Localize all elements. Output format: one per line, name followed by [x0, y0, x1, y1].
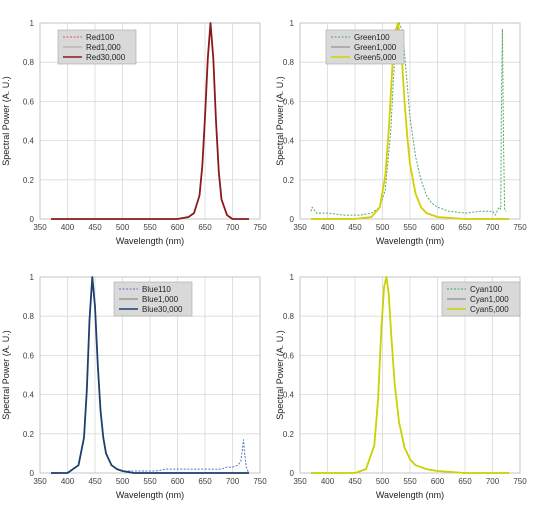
y-tick-label: 0.2 [283, 176, 295, 185]
legend-label: Blue30,000 [142, 305, 183, 314]
x-tick-label: 550 [143, 477, 157, 486]
y-tick-label: 0 [290, 469, 295, 478]
y-axis-label: Spectral Power (A. U.) [275, 330, 285, 420]
y-tick-label: 0.8 [283, 58, 295, 67]
x-tick-label: 450 [348, 477, 362, 486]
plot-frame [299, 276, 521, 474]
x-tick-label: 450 [348, 223, 362, 232]
x-tick-label: 400 [321, 477, 335, 486]
x-tick-label: 700 [486, 477, 500, 486]
y-tick-label: 0 [290, 215, 295, 224]
x-axis-label: Wavelength (nm) [116, 490, 184, 500]
x-tick-label: 650 [198, 477, 212, 486]
x-axis-label: Wavelength (nm) [376, 236, 444, 246]
x-tick-label: 650 [458, 477, 472, 486]
x-axis-label: Wavelength (nm) [376, 490, 444, 500]
x-tick-label: 400 [321, 223, 335, 232]
y-axis-label: Spectral Power (A. U.) [1, 76, 11, 166]
series-line [51, 22, 249, 220]
y-tick-label: 1 [30, 19, 35, 28]
y-tick-label: 0.6 [23, 97, 35, 106]
y-tick-label: 0.4 [23, 137, 35, 146]
x-tick-label: 700 [226, 223, 240, 232]
x-tick-label: 550 [403, 223, 417, 232]
y-tick-label: 1 [290, 19, 295, 28]
x-tick-label: 750 [513, 477, 527, 486]
y-tick-label: 0.4 [283, 391, 295, 400]
y-tick-label: 0.8 [283, 312, 295, 321]
legend-label: Green5,000 [354, 53, 397, 62]
y-tick-label: 0 [30, 215, 35, 224]
y-tick-label: 0.6 [283, 351, 295, 360]
x-tick-label: 600 [171, 223, 185, 232]
legend-label: Blue1,000 [142, 295, 179, 304]
y-tick-label: 1 [30, 273, 35, 282]
x-tick-label: 400 [61, 223, 75, 232]
x-tick-label: 400 [61, 477, 75, 486]
x-tick-label: 700 [226, 477, 240, 486]
x-tick-label: 350 [293, 223, 307, 232]
legend-label: Cyan5,000 [470, 305, 509, 314]
series-line [310, 22, 507, 216]
legend-label: Cyan1,000 [470, 295, 509, 304]
x-tick-label: 500 [376, 223, 390, 232]
panel-cyan: 350 400 450 500 550 600 650 700 750 0 0.2 0.4 0.6 0.8… [275, 273, 527, 500]
x-tick-label: 450 [88, 477, 102, 486]
legend-label: Red30,000 [86, 53, 126, 62]
x-tick-label: 500 [116, 477, 130, 486]
x-tick-label: 550 [403, 477, 417, 486]
legend-label: Green100 [354, 33, 390, 42]
panel-red: 350 400 450 500 550 600 650 700 750 0 0.2 0.4 0.6 0.8… [1, 19, 267, 246]
y-tick-label: 0.6 [283, 97, 295, 106]
x-tick-label: 650 [198, 223, 212, 232]
panel-blue: 350 400 450 500 550 600 650 700 750 0 0.2 0.4 0.6 0.8… [1, 273, 267, 500]
x-tick-label: 350 [33, 477, 47, 486]
x-tick-label: 600 [431, 223, 445, 232]
x-tick-label: 600 [171, 477, 185, 486]
y-tick-label: 0.6 [23, 351, 35, 360]
series-line [51, 276, 249, 474]
legend-label: Cyan100 [470, 285, 503, 294]
x-tick-label: 350 [293, 477, 307, 486]
x-tick-label: 750 [253, 477, 267, 486]
legend-label: Green1,000 [354, 43, 397, 52]
legend-label: Red100 [86, 33, 115, 42]
x-tick-label: 600 [431, 477, 445, 486]
series-line [311, 276, 509, 474]
x-tick-label: 350 [33, 223, 47, 232]
panel-green: 350 400 450 500 550 600 650 700 750 0 0.2 0.4 0.6 0.8… [275, 19, 527, 246]
y-tick-label: 0.8 [23, 58, 35, 67]
legend-label: Blue110 [142, 285, 171, 294]
x-tick-label: 650 [458, 223, 472, 232]
y-tick-label: 1 [290, 273, 295, 282]
y-tick-label: 0.4 [23, 391, 35, 400]
x-tick-label: 700 [486, 223, 500, 232]
y-tick-label: 0.4 [283, 137, 295, 146]
plot-frame [299, 22, 521, 220]
x-tick-label: 750 [253, 223, 267, 232]
y-tick-label: 0.8 [23, 312, 35, 321]
x-tick-label: 500 [116, 223, 130, 232]
x-axis-label: Wavelength (nm) [116, 236, 184, 246]
y-tick-label: 0.2 [283, 430, 295, 439]
y-axis-label: Spectral Power (A. U.) [1, 330, 11, 420]
y-tick-label: 0.2 [23, 430, 35, 439]
legend-label: Red1,000 [86, 43, 121, 52]
x-tick-label: 550 [143, 223, 157, 232]
y-tick-label: 0.2 [23, 176, 35, 185]
y-axis-label: Spectral Power (A. U.) [275, 76, 285, 166]
x-tick-label: 450 [88, 223, 102, 232]
y-tick-label: 0 [30, 469, 35, 478]
x-tick-label: 750 [513, 223, 527, 232]
x-tick-label: 500 [376, 477, 390, 486]
